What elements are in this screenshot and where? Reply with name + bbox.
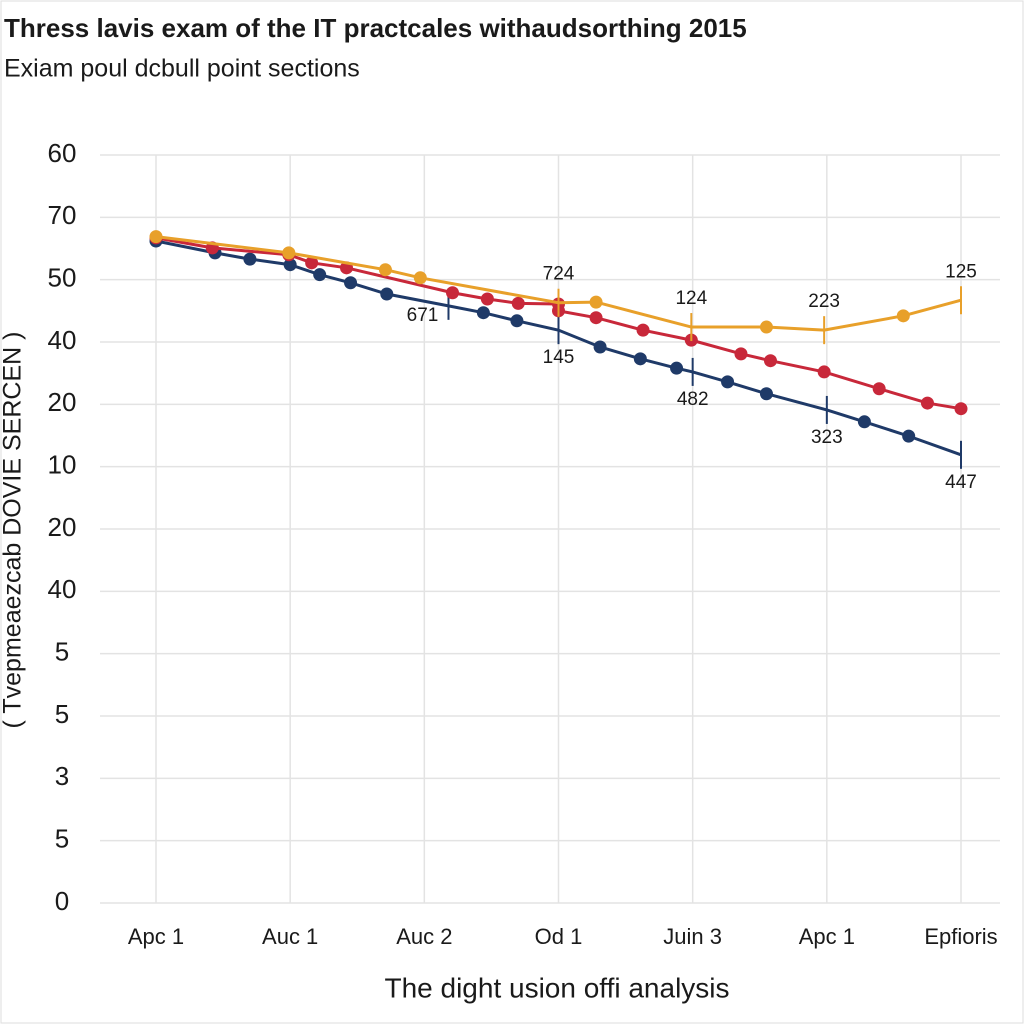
data-point bbox=[511, 296, 525, 310]
y-tick-label: 5 bbox=[55, 824, 69, 854]
data-point bbox=[378, 263, 392, 277]
data-point bbox=[589, 295, 603, 309]
point-note: 447 bbox=[945, 472, 977, 493]
point-note: 125 bbox=[945, 261, 977, 282]
chart-subtitle: Exiam poul dcbull point sections bbox=[4, 55, 360, 83]
y-tick-label: 60 bbox=[48, 138, 77, 168]
data-point bbox=[476, 306, 490, 320]
data-point bbox=[817, 365, 831, 379]
y-tick-label: 0 bbox=[55, 886, 69, 916]
data-point bbox=[413, 271, 427, 285]
y-tick-label: 5 bbox=[55, 699, 69, 729]
y-tick-label: 40 bbox=[48, 574, 77, 604]
point-note: 124 bbox=[675, 288, 707, 309]
x-tick-label: Apc 1 bbox=[799, 924, 855, 949]
data-point bbox=[380, 287, 394, 301]
x-tick-label: Juin 3 bbox=[663, 924, 722, 949]
data-point bbox=[344, 276, 358, 290]
chart-title: Thress lavis exam of the IT practcales w… bbox=[4, 13, 747, 43]
data-point bbox=[721, 375, 735, 389]
y-tick-label: 5 bbox=[55, 637, 69, 667]
point-note: 724 bbox=[543, 264, 575, 285]
y-tick-label: 20 bbox=[48, 512, 77, 542]
x-tick-label: Apc 1 bbox=[128, 924, 184, 949]
x-axis-label: The dight usion offi analysis bbox=[384, 972, 729, 1003]
y-tick-label: 50 bbox=[48, 263, 77, 293]
point-note: 223 bbox=[808, 291, 840, 312]
data-point bbox=[480, 292, 494, 306]
data-point bbox=[954, 402, 968, 416]
data-point bbox=[670, 361, 684, 375]
data-point bbox=[763, 354, 777, 368]
y-axis-label: ( Tvepmeaezcab DOVIE SERCEN ) bbox=[0, 332, 27, 729]
x-tick-label: Auc 2 bbox=[396, 924, 452, 949]
data-point bbox=[920, 396, 934, 410]
data-point bbox=[446, 286, 460, 300]
y-tick-label: 40 bbox=[48, 325, 77, 355]
data-point bbox=[305, 256, 319, 270]
x-tick-label: Od 1 bbox=[535, 924, 583, 949]
x-tick-label: Auc 1 bbox=[262, 924, 318, 949]
point-note: 482 bbox=[677, 389, 709, 410]
point-note: 323 bbox=[811, 427, 843, 448]
y-tick-label: 10 bbox=[48, 450, 77, 480]
data-point bbox=[636, 323, 650, 337]
data-point bbox=[589, 311, 603, 325]
y-tick-label: 3 bbox=[55, 761, 69, 791]
x-tick-label: Epfioris bbox=[924, 924, 997, 949]
point-note: 671 bbox=[407, 305, 439, 326]
data-point bbox=[857, 415, 871, 429]
y-tick-label: 70 bbox=[48, 200, 77, 230]
data-point bbox=[282, 246, 296, 260]
data-point bbox=[633, 352, 647, 366]
data-point bbox=[313, 268, 327, 282]
data-point bbox=[902, 429, 916, 443]
data-point bbox=[872, 382, 886, 396]
data-point bbox=[243, 252, 257, 266]
point-note: 145 bbox=[543, 347, 575, 368]
data-point bbox=[759, 320, 773, 334]
data-point bbox=[896, 309, 910, 323]
data-point bbox=[510, 314, 524, 328]
data-point bbox=[283, 258, 297, 272]
y-tick-label: 20 bbox=[48, 387, 77, 417]
data-point bbox=[593, 340, 607, 354]
data-point bbox=[734, 347, 748, 361]
data-point bbox=[149, 230, 163, 244]
data-point bbox=[759, 387, 773, 401]
